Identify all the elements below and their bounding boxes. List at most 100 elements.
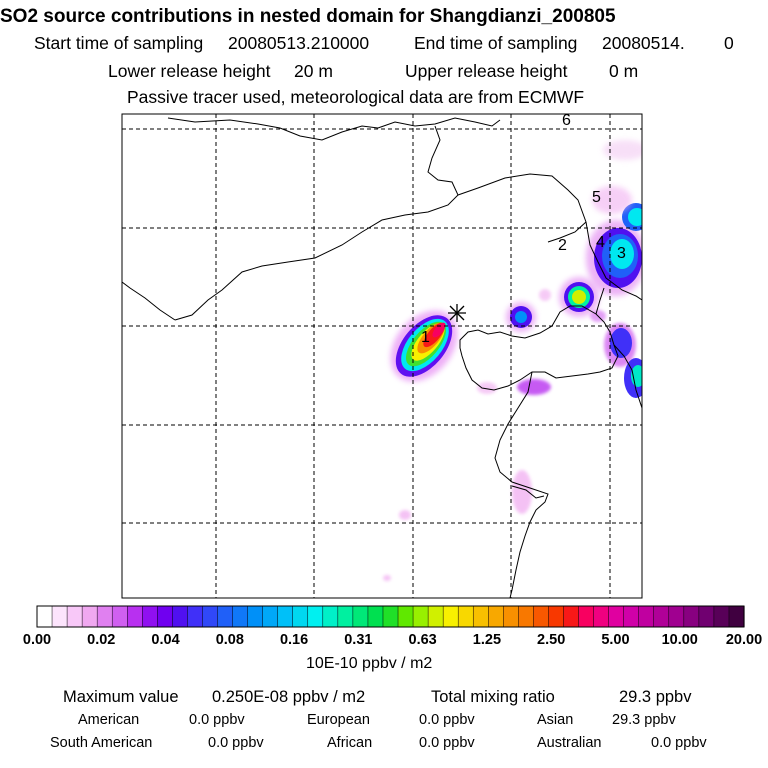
plume-core-pink [432, 322, 446, 338]
colorbar-cell [488, 606, 504, 627]
colorbar-tick-label: 10.00 [661, 632, 698, 648]
colorbar-cell [608, 606, 625, 627]
upper-release-value: 0 m [609, 61, 639, 81]
border-west [122, 281, 176, 321]
max-value: 0.250E-08 ppbv / m2 [212, 688, 366, 706]
colorbar-unit-label: 10E-10 ppbv / m2 [306, 655, 433, 672]
region-african-value: 0.0 ppbv [419, 735, 475, 751]
border-mongolia [174, 125, 459, 321]
colorbar-cell [413, 606, 429, 627]
region-european-value: 0.0 ppbv [419, 712, 475, 728]
colorbar-cell [473, 606, 489, 627]
colorbar-tick-label: 0.02 [87, 632, 116, 648]
start-time-label: Start time of sampling [34, 33, 204, 53]
end-time-label: End time of sampling [414, 33, 578, 53]
region-american-label: American [78, 712, 140, 728]
colorbar-cell [262, 606, 279, 627]
region-label-3: 3 [617, 245, 626, 262]
colorbar-tick-label: 0.63 [408, 632, 437, 648]
plume-patch-b [477, 382, 497, 394]
colorbar-cell [157, 606, 173, 627]
coast-bohai [459, 305, 619, 391]
colorbar-cell [337, 606, 354, 627]
lower-release-label: Lower release height [108, 61, 271, 81]
colorbar-cell [292, 606, 309, 627]
region-african-label: African [327, 735, 373, 751]
max-value-label: Maximum value [63, 688, 179, 706]
coast-liaodong [595, 287, 605, 315]
plume-patch-c [512, 470, 532, 514]
border-northeast [457, 173, 642, 301]
colorbar-cell [187, 606, 204, 627]
colorbar-cell [593, 606, 610, 627]
colorbar-cell [82, 606, 98, 627]
colorbar-cell [202, 606, 219, 627]
colorbar-cell [398, 606, 414, 627]
colorbar-cell [232, 606, 249, 627]
map-frame [121, 113, 643, 599]
colorbar-tick-label: 0.16 [279, 632, 309, 648]
colorbar-frame [36, 605, 745, 628]
colorbar-cell [668, 606, 685, 627]
station-marker-d2 [449, 305, 465, 321]
border-north [167, 117, 501, 141]
coast-peninsula [511, 485, 545, 499]
colorbar-tick-label: 0.04 [151, 632, 180, 648]
colorbar-tick-label: 20.00 [725, 632, 763, 648]
region-asian-label: Asian [537, 712, 574, 728]
colorbar-tick-label: 1.25 [472, 632, 502, 648]
colorbar-cell [563, 606, 580, 627]
colorbar-cell [172, 606, 189, 627]
colorbar-cell [728, 606, 745, 627]
plume-blob-west-core [515, 311, 527, 323]
total-mixing-value: 29.3 ppbv [619, 688, 692, 706]
lower-release-value: 20 m [294, 61, 333, 81]
lat-lon-grid [122, 114, 642, 598]
colorbar-cell [518, 606, 534, 627]
plume-cluster-3-core [610, 239, 634, 269]
region-label-6: 6 [562, 112, 571, 129]
plume-cluster-5-halo [592, 186, 632, 214]
colorbar-tick-label: 0.08 [215, 632, 244, 648]
colorbar-cell [307, 606, 324, 627]
colorbar-cell [142, 606, 158, 627]
region-australian-label: Australian [537, 735, 602, 751]
region-label-5: 5 [592, 189, 601, 206]
region-american-value: 0.0 ppbv [189, 712, 245, 728]
plume-patch-d [399, 510, 411, 520]
upper-release-label: Upper release height [405, 61, 568, 81]
coast-east-china [494, 371, 549, 598]
plume-layer [383, 140, 642, 581]
plume-patch-g [539, 289, 551, 301]
colorbar-cell [112, 606, 128, 627]
colorbar-cell [97, 606, 113, 627]
colorbar-cell [578, 606, 595, 627]
end-time-value: 20080514. [602, 33, 685, 53]
tracer-note: Passive tracer used, meteorological data… [127, 87, 585, 107]
coast-korea [613, 344, 642, 409]
region-asian-value: 29.3 ppbv [612, 712, 676, 728]
region-label-4: 4 [596, 234, 605, 251]
map-title: SO2 source contributions in nested domai… [0, 6, 616, 27]
plume-patch-a [517, 379, 551, 395]
colorbar-tick-label: 2.50 [537, 632, 566, 648]
colorbar-cell [428, 606, 444, 627]
colorbar-cell [217, 606, 234, 627]
region-label-1: 1 [421, 329, 430, 346]
colorbar-cell [443, 606, 459, 627]
colorbar-cell [352, 606, 369, 627]
colorbar-cell [37, 606, 53, 627]
colorbar-tick-label: 0.00 [22, 632, 52, 648]
colorbar-cell [247, 606, 264, 627]
region-south-american-value: 0.0 ppbv [208, 735, 264, 751]
plume-blob-2-yellow [572, 290, 586, 304]
colorbar-cell [127, 606, 143, 627]
station-asterisk-marker [448, 304, 466, 322]
start-time-value: 20080513.210000 [228, 33, 370, 53]
region-south-american-label: South American [50, 735, 153, 751]
plume-patch-e [383, 575, 391, 581]
plume-right-2-core [631, 365, 642, 387]
plume-halo-top [603, 140, 642, 160]
colorbar-cell [367, 606, 384, 627]
